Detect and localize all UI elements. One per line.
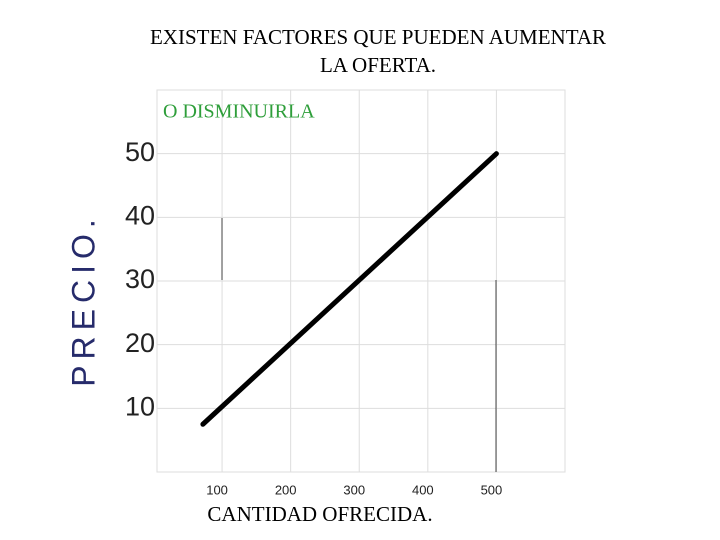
x-tick-label: 200 xyxy=(275,482,297,497)
y-tick-label: 30 xyxy=(125,264,155,294)
y-tick-label: 10 xyxy=(125,391,155,421)
x-tick-label: 500 xyxy=(481,482,503,497)
supply-line xyxy=(200,151,499,427)
y-axis-label: PRECIO. xyxy=(65,213,101,387)
title-line: EXISTEN FACTORES QUE PUEDEN AUMENTAR xyxy=(150,25,606,49)
plot-area: 10 20 30 40 50 100 200 300 400 500 xyxy=(125,89,566,497)
x-tick-label: 300 xyxy=(343,482,365,497)
subtitle: O DISMINUIRLA xyxy=(163,101,315,123)
x-tick-label: 400 xyxy=(412,482,434,497)
title-line: LA OFERTA. xyxy=(320,53,436,77)
y-tick-label: 50 xyxy=(125,137,155,167)
y-tick-label: 40 xyxy=(125,200,155,230)
x-axis-label: CANTIDAD OFRECIDA. xyxy=(207,502,432,526)
x-tick-label: 100 xyxy=(206,482,228,497)
y-tick-label: 20 xyxy=(125,328,155,358)
